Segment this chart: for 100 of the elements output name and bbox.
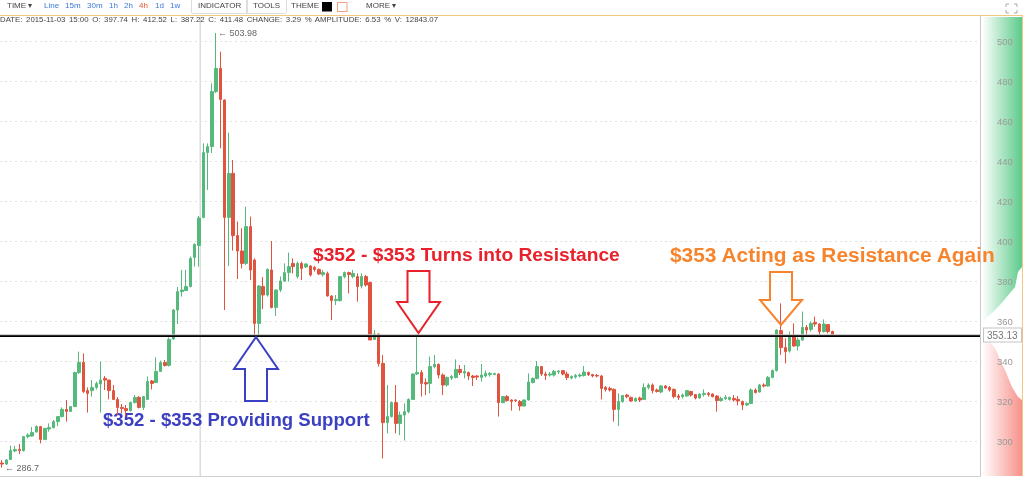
y-tick-label: 300 [997,435,1013,447]
y-tick-label: 480 [997,75,1013,87]
candlestick [561,369,565,376]
candlestick [304,262,308,269]
annotation: ← 286.7 [5,462,40,473]
candlestick [587,371,590,377]
candlestick [338,275,342,303]
candlestick [826,323,830,334]
candlestick [0,459,4,469]
candlestick [39,425,42,444]
candlestick [758,383,761,394]
candlestick [300,261,303,281]
candlestick [463,364,466,379]
text: MORE ▾ [366,1,397,10]
candlestick [548,371,552,378]
candlestick [749,387,753,405]
candlestick [287,252,291,283]
candlestick [445,376,449,388]
text: INDICATOR [191,0,249,14]
candlestick [552,369,556,378]
candlestick [107,379,111,400]
y-tick-label: 420 [997,195,1013,207]
candlestick [535,360,539,380]
text: 4h [139,1,148,10]
candlestick [296,261,299,279]
candlestick [458,364,462,376]
text: TIME ▾ [7,1,33,10]
candlestick [736,395,740,406]
candlestick [612,387,616,423]
candlestick [642,382,646,401]
y-tick-label: 340 [997,355,1013,367]
text: 1d [155,1,164,10]
candlestick [732,394,736,403]
candlestick [540,365,543,377]
candlestick [501,395,505,404]
candlestick [266,267,269,298]
candlestick [570,374,573,380]
candlestick [244,206,248,266]
text: 15m [65,1,81,10]
candlestick [90,379,94,398]
text: 1w [170,1,181,10]
candlestick [754,387,757,394]
text: THEME [291,1,319,10]
annotation: $352 - $353 Providing Support [103,408,370,430]
candlestick [719,396,723,403]
candlestick [625,393,629,399]
text: TOOLS [246,0,287,14]
text: Line [44,1,60,10]
candlestick [629,396,633,403]
candlestick [728,396,731,402]
candlestick [707,391,710,398]
candlestick [762,382,766,388]
candlestick [43,427,47,441]
candlestick [351,269,355,279]
candlestick [497,372,500,418]
candlestick [261,276,265,310]
candlestick [518,399,522,412]
candlestick [386,384,389,434]
candlestick [672,387,676,399]
candlestick [715,394,719,413]
candlestick [428,356,432,394]
candlestick [471,374,475,387]
candlestick [137,395,141,409]
candlestick [99,361,102,414]
y-tick-label: 500 [997,35,1013,47]
candlestick [565,371,569,381]
text: 30m [87,1,103,10]
candlestick [664,384,667,390]
candlestick [270,240,273,309]
text: 1h [109,1,118,10]
annotation: $353 Acting as Resistance Again [670,242,995,266]
annotation: ← 503.98 [218,27,258,38]
candlestick [163,359,167,368]
text: 2h [124,1,133,10]
y-tick-label: 320 [997,395,1013,407]
candlestick [291,257,295,274]
candlestick [309,264,312,278]
candlestick [394,384,398,434]
candlestick [18,443,21,455]
y-tick-label: 360 [997,315,1013,327]
candlestick [582,365,586,378]
candlestick [356,272,359,303]
candlestick [488,371,492,378]
candlestick [257,284,261,337]
candlestick [822,318,826,334]
ref-line-label: 353.13 [983,327,1022,343]
candlestick [227,132,231,267]
candlestick [638,396,642,403]
y-tick-label: 400 [997,235,1013,247]
y-tick-label: 440 [997,155,1013,167]
candlestick [805,324,808,336]
candlestick [480,363,483,383]
candlestick [65,399,68,423]
candlestick [689,390,693,398]
candlestick [154,356,158,384]
candlestick [634,396,637,403]
candlestick [317,267,321,276]
candlestick [360,272,363,289]
annotation: $352 - $353 Turns into Resistance [313,244,620,266]
y-tick-label: 380 [997,275,1013,287]
